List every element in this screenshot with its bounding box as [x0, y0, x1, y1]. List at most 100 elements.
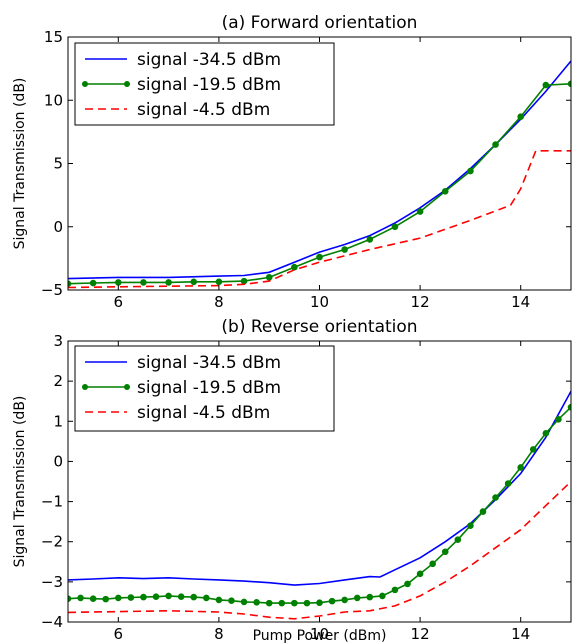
chart-panel-a: (a) Forward orientation 6 8 10 12 14 −5 0 5 10 15 S… — [12, 13, 572, 311]
data-point — [278, 599, 286, 607]
data-point — [89, 279, 97, 287]
axes-frame — [67, 36, 572, 291]
data-point — [504, 480, 512, 487]
legend-label: signal -19.5 dBm — [137, 378, 281, 398]
legend-marker — [82, 384, 88, 390]
data-point — [328, 597, 336, 605]
x-tick-label: 6 — [114, 293, 124, 311]
plot-area — [68, 390, 571, 620]
data-point — [68, 280, 72, 287]
data-point — [567, 403, 571, 411]
y-axis-label: Signal Transmission (dB) — [12, 78, 28, 250]
y-tick-label: −4 — [41, 613, 63, 631]
data-point — [68, 595, 72, 603]
data-point — [567, 80, 571, 88]
axes-frame — [67, 340, 572, 623]
data-point — [391, 586, 399, 594]
y-tick-label: −2 — [41, 533, 63, 551]
data-point — [441, 188, 449, 195]
data-point — [165, 592, 172, 600]
data-point — [366, 236, 374, 243]
data-point — [341, 596, 348, 604]
data-point — [366, 593, 374, 601]
data-point — [529, 446, 537, 453]
data-point — [467, 167, 474, 175]
data-point — [416, 570, 424, 578]
data-point — [441, 548, 449, 556]
data-point — [228, 597, 235, 605]
x-tick-label: 14 — [511, 293, 530, 311]
y-tick-label: −5 — [41, 281, 63, 299]
data-point — [542, 81, 550, 89]
data-point — [190, 593, 198, 601]
y-tick-label: 2 — [53, 372, 63, 390]
x-tick-label: 10 — [310, 625, 329, 643]
x-tick-label: 8 — [214, 293, 224, 311]
x-tick-label: 10 — [310, 293, 329, 311]
x-tick-label: 12 — [411, 625, 430, 643]
data-point — [517, 113, 525, 120]
series-line-3 — [68, 480, 571, 620]
legend-label: signal -34.5 dBm — [137, 50, 281, 70]
legend-box — [74, 345, 335, 432]
chart-title: (b) Reverse orientation — [221, 317, 417, 337]
data-point — [353, 594, 361, 602]
y-tick-label: 3 — [53, 332, 63, 350]
data-point — [316, 599, 323, 607]
data-point — [253, 599, 260, 606]
data-point — [140, 279, 147, 286]
data-point — [102, 595, 110, 603]
data-point — [542, 430, 550, 437]
data-point — [140, 593, 147, 601]
data-point — [341, 246, 348, 253]
data-point — [391, 223, 399, 231]
data-point — [416, 208, 424, 215]
y-tick-label: 10 — [44, 91, 63, 109]
data-point — [240, 277, 248, 285]
data-point — [203, 594, 210, 602]
data-point — [115, 594, 122, 602]
x-tick-label: 6 — [114, 625, 124, 643]
data-point — [177, 593, 185, 601]
data-point — [404, 580, 411, 588]
legend: signal -34.5 dBm signal -19.5 dBm signal -… — [74, 42, 335, 126]
x-tick-label: 8 — [214, 625, 224, 643]
data-point — [127, 594, 135, 601]
data-point — [240, 598, 248, 606]
y-tick-label: 15 — [44, 28, 63, 46]
y-tick-label: −3 — [41, 573, 63, 591]
data-point — [492, 494, 499, 501]
x-tick-label: 14 — [511, 625, 530, 643]
y-tick-label: 0 — [53, 452, 63, 470]
data-point — [429, 560, 436, 568]
series-line-2 — [68, 406, 571, 604]
data-point — [265, 599, 273, 607]
data-point — [454, 536, 462, 544]
data-point — [190, 278, 198, 286]
legend-label: signal -4.5 dBm — [137, 100, 270, 120]
data-point — [479, 508, 487, 515]
legend: signal -34.5 dBm signal -19.5 dBm signal -… — [74, 345, 335, 432]
data-point — [517, 464, 525, 471]
data-point — [303, 599, 311, 607]
legend-marker — [124, 384, 130, 390]
legend-label: signal -34.5 dBm — [137, 353, 281, 373]
data-point — [115, 279, 122, 286]
y-tick-label: 1 — [53, 412, 63, 430]
data-point — [152, 593, 160, 601]
y-tick-label: 5 — [53, 155, 63, 173]
data-point — [316, 253, 323, 261]
data-point — [291, 599, 298, 607]
chart-title: (a) Forward orientation — [222, 13, 418, 33]
legend-label: signal -19.5 dBm — [137, 75, 281, 95]
data-point — [492, 141, 499, 148]
series-line-3 — [68, 150, 571, 289]
data-point — [291, 263, 298, 271]
y-axis-label: Signal Transmission (dB) — [12, 396, 28, 568]
data-point — [77, 594, 84, 602]
plot-area — [68, 60, 571, 289]
data-point — [89, 595, 97, 603]
x-axis-label: Pump Power (dBm) — [253, 628, 387, 644]
